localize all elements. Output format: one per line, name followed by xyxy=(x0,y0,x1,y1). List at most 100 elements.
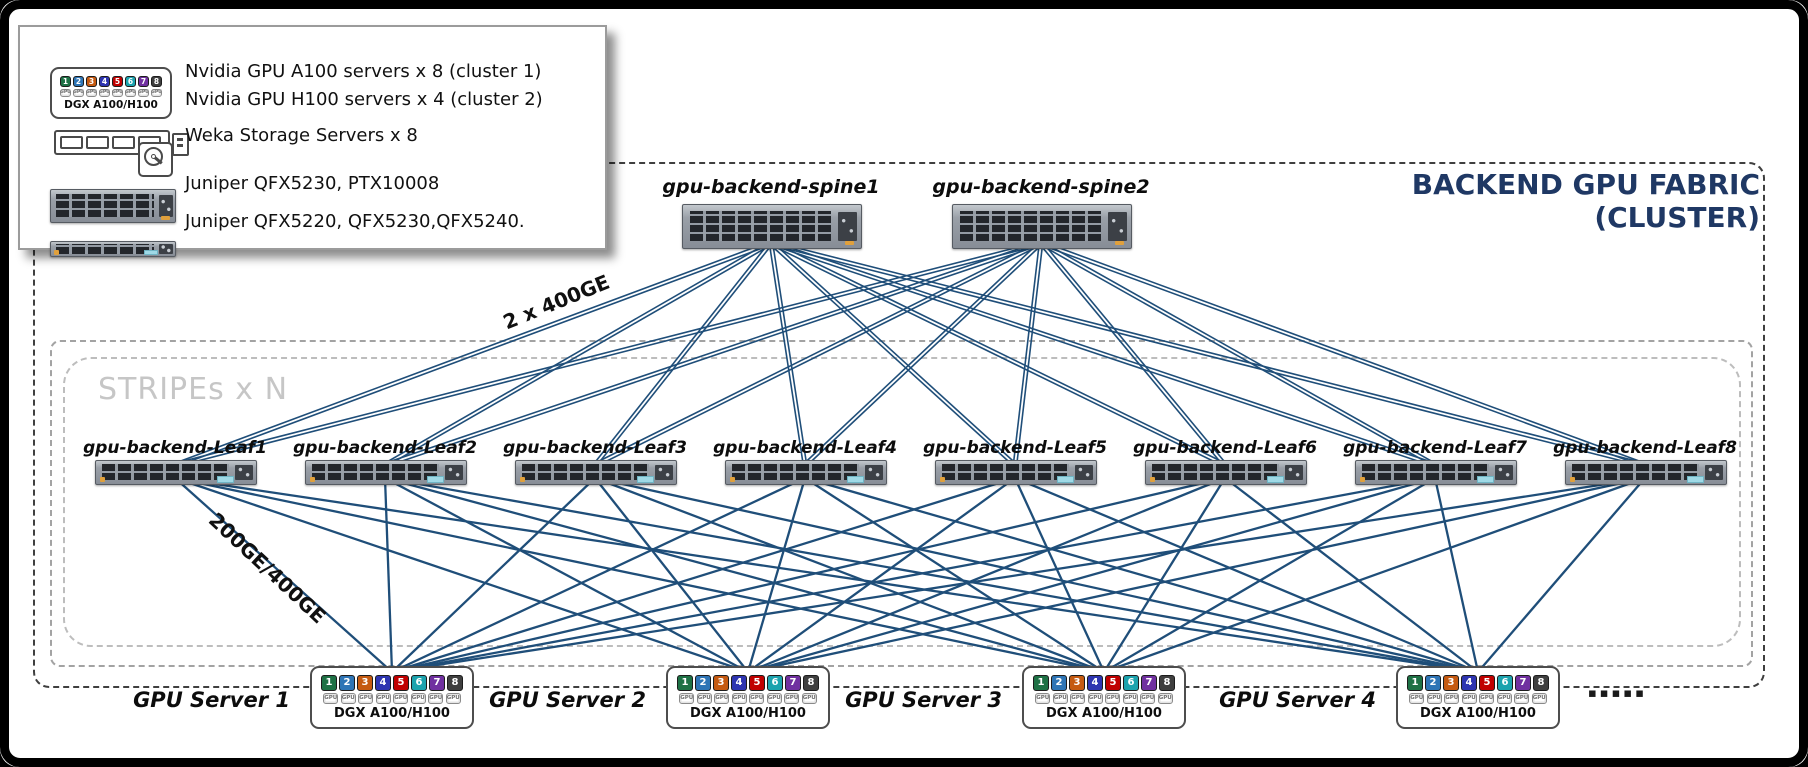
gpu-number-square: 1 xyxy=(59,75,72,87)
gpu-chip: GPU xyxy=(1426,692,1442,704)
gpu-number-square: 8 xyxy=(150,75,163,87)
gpu-number-square: 6 xyxy=(767,674,783,691)
fabric-link-line xyxy=(391,476,1016,674)
fabric-link-line xyxy=(771,240,1227,465)
gpu-number-square: 2 xyxy=(1051,674,1067,691)
gpu-number-square: 4 xyxy=(98,75,111,87)
fabric-link-line xyxy=(383,477,394,673)
fabric-link-line xyxy=(593,241,771,465)
fabric-link-line xyxy=(1103,477,1226,673)
fabric-link-line xyxy=(747,476,1646,674)
gpu-number-square: 8 xyxy=(1533,674,1549,691)
gpu-number-square: 4 xyxy=(1087,674,1103,691)
gpu-chip: GPU xyxy=(714,692,730,704)
weka-storage-graphic xyxy=(54,129,189,177)
gpu-number-square: 2 xyxy=(72,75,85,87)
spine-node-label: gpu-backend-spine1 xyxy=(662,176,880,198)
fabric-link-line xyxy=(174,240,771,465)
gpu-number-square: 1 xyxy=(1407,674,1423,691)
leaf-node-label: gpu-backend-Leaf5 xyxy=(923,438,1107,458)
leaf-switch-graphic xyxy=(305,460,467,485)
gpu-chip: GPU xyxy=(1087,692,1103,704)
gpu-chip: GPU xyxy=(73,88,84,97)
gpu-number-square: 8 xyxy=(803,674,819,691)
fabric-link-line xyxy=(593,240,1041,465)
more-servers-ellipsis: ▪▪▪▪▪ xyxy=(1588,686,1648,701)
fabric-link-line xyxy=(1041,240,1437,465)
fabric-link-line xyxy=(594,476,1105,674)
juniper-1u-switch-icon xyxy=(50,241,176,257)
gpu-chip: GPU xyxy=(1105,692,1121,704)
fabric-link-line xyxy=(595,243,1043,468)
fabric-title-line2: (CLUSTER) xyxy=(1594,201,1760,234)
gpu-chip: GPU xyxy=(410,692,426,704)
spine-node-label: gpu-backend-spine2 xyxy=(932,176,1150,198)
fabric-link-line xyxy=(1014,476,1479,674)
gpu-chip: GPU xyxy=(151,88,162,97)
gpu-number-square: 3 xyxy=(357,674,373,691)
fabric-title: BACKEND GPU FABRIC (CLUSTER) xyxy=(1412,168,1760,234)
gpu-number-square: 2 xyxy=(1425,674,1441,691)
gpu-chip: GPU xyxy=(801,692,817,704)
leaf-node xyxy=(935,460,1097,485)
gpu-chip: GPU xyxy=(1444,692,1460,704)
gpu-chip: GPU xyxy=(1052,692,1068,704)
dgx-model-label: DGX A100/H100 xyxy=(334,705,450,721)
gpu-server-label: GPU Server 4 xyxy=(1219,688,1376,712)
gpu-number-square: 2 xyxy=(339,674,355,691)
gpu-number-square: 3 xyxy=(1443,674,1459,691)
fabric-link-line xyxy=(594,476,1479,674)
fabric-link-line xyxy=(771,240,1436,465)
backend-fabric-boundary xyxy=(33,162,1765,688)
gpu-number-square: 7 xyxy=(429,674,445,691)
gpu-chip: GPU xyxy=(445,692,461,704)
gpu-number-square: 7 xyxy=(1515,674,1531,691)
juniper-2u-switch-icon xyxy=(50,189,176,223)
gpu-server-label: GPU Server 2 xyxy=(489,688,646,712)
gpu-chip: GPU xyxy=(1479,692,1495,704)
gpu-chip: GPU xyxy=(766,692,782,704)
gpu-number-square: 5 xyxy=(1105,674,1121,691)
gpu-chip: GPU xyxy=(749,692,765,704)
dgx-model-label: DGX A100/H100 xyxy=(690,705,806,721)
leaf-node-label: gpu-backend-Leaf6 xyxy=(1133,438,1317,458)
gpu-number-square: 6 xyxy=(1497,674,1513,691)
fabric-link-line xyxy=(384,476,1105,674)
leaf-switch-graphic xyxy=(935,460,1097,485)
legend-line-weka: Weka Storage Servers x 8 xyxy=(185,125,418,146)
stripes-boundary-inner xyxy=(63,357,1741,647)
gpu-number-square: 1 xyxy=(677,674,693,691)
fabric-title-line1: BACKEND GPU FABRIC xyxy=(1411,168,1760,201)
gpu-chip: GPU xyxy=(1070,692,1086,704)
fabric-link-line xyxy=(385,243,773,468)
gpu-number-square: 5 xyxy=(1479,674,1495,691)
fabric-link-line xyxy=(384,240,1041,465)
gpu-number-square: 3 xyxy=(85,75,98,87)
gpu-chip-row: GPU GPU GPU GPU GPU GPU GPU GPU xyxy=(1409,692,1547,704)
gpu-chip: GPU xyxy=(340,692,356,704)
legend-line-a100: Nvidia GPU A100 servers x 8 (cluster 1) xyxy=(185,61,542,82)
fabric-link-line xyxy=(175,243,1042,468)
gpu-chip: GPU xyxy=(1409,692,1425,704)
gpu-server-label: GPU Server 3 xyxy=(845,688,1002,712)
spine-switch-graphic xyxy=(50,189,176,223)
fabric-link-line xyxy=(391,476,1436,674)
gpu-chip: GPU xyxy=(428,692,444,704)
gpu-number-square: 4 xyxy=(731,674,747,691)
leaf-node xyxy=(95,460,257,485)
gpu-chip: GPU xyxy=(375,692,391,704)
gpu-chip-row: GPU GPU GPU GPU GPU GPU GPU GPU xyxy=(1035,692,1173,704)
leaf-node-label: gpu-backend-Leaf8 xyxy=(1553,438,1737,458)
fabric-link-line xyxy=(391,476,806,674)
fabric-link-line xyxy=(1039,243,1435,468)
dgx-model-label: DGX A100/H100 xyxy=(1420,705,1536,721)
